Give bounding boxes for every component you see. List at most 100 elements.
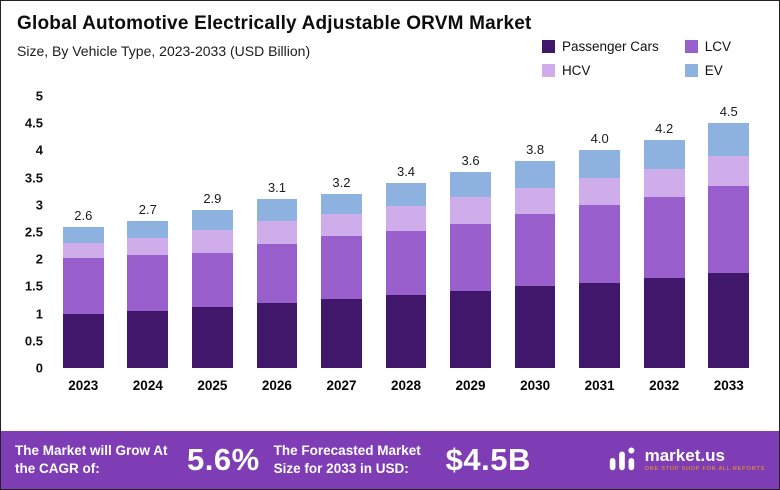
bar-stack <box>514 161 556 368</box>
bar-segment-ev <box>514 161 556 189</box>
bar-column-2029: 3.6 <box>438 96 503 368</box>
bar-stack <box>321 193 362 368</box>
bar-segment-ev <box>385 183 427 206</box>
x-axis-label-2031: 2031 <box>584 378 615 393</box>
bar-segment-hcv <box>127 237 169 256</box>
y-tick-label: 4 <box>35 142 43 158</box>
bar-segment-hcv <box>321 214 362 236</box>
y-tick-label: 2 <box>35 251 43 267</box>
legend-swatch <box>684 40 698 53</box>
bar-stack <box>62 226 104 368</box>
bar-segment-hcv <box>192 229 233 253</box>
bar-segment-hcv <box>643 168 685 197</box>
chart-header: Global Automotive Electrically Adjustabl… <box>1 1 779 80</box>
bar-stack <box>579 150 620 368</box>
x-axis-label-2026: 2026 <box>261 378 292 393</box>
y-tick-label: 0.5 <box>24 333 43 349</box>
bar-segment-lcv <box>450 224 491 291</box>
bar-total-label: 4.0 <box>590 131 609 147</box>
bar-segment-passenger-cars <box>127 310 169 368</box>
legend-item-lcv: LCV <box>684 39 731 54</box>
bar-total-label: 4.2 <box>655 120 674 136</box>
bar-column-2025: 2.9 <box>180 96 245 368</box>
bar-segment-passenger-cars <box>643 278 685 368</box>
bar-segment-passenger-cars <box>450 290 491 368</box>
bar-total-label: 3.6 <box>461 153 480 169</box>
bar-segment-ev <box>708 123 750 156</box>
bar-segment-ev <box>62 226 104 243</box>
bar-stack <box>192 210 233 368</box>
bar-segment-hcv <box>450 197 491 225</box>
legend-label: LCV <box>704 39 731 54</box>
legend-swatch <box>684 64 698 77</box>
forecast-value: $4.5B <box>445 442 531 477</box>
x-axis-label-2028: 2028 <box>390 378 422 393</box>
x-axis-label-2029: 2029 <box>455 378 486 393</box>
bar-segment-passenger-cars <box>708 272 750 368</box>
legend-item-passenger-cars: Passenger Cars <box>541 39 659 54</box>
chart-legend: Passenger Cars LCV HCV EV <box>541 39 731 78</box>
bar-segment-ev <box>450 172 491 198</box>
y-tick-label: 2.5 <box>24 224 43 240</box>
bars-row: 2.6 2.7 2.9 3.1 3.2 3.4 3.6 3.8 4.0 4.2 4.5 <box>47 96 765 368</box>
bar-total-label: 3.1 <box>267 180 286 196</box>
bar-segment-lcv <box>127 255 169 311</box>
legend-swatch <box>541 40 555 53</box>
x-axis-label-2027: 2027 <box>326 378 357 393</box>
bar-stack <box>450 172 491 368</box>
bar-segment-hcv <box>708 155 750 186</box>
bar-column-2024: 2.7 <box>116 96 181 368</box>
x-axis-label-2024: 2024 <box>132 378 163 393</box>
y-tick-label: 1.5 <box>24 278 43 294</box>
page-subtitle: Size, By Vehicle Type, 2023-2033 (USD Bi… <box>17 43 311 59</box>
x-axis-label-2025: 2025 <box>197 378 228 393</box>
bar-stack <box>385 183 427 368</box>
legend-label: EV <box>704 63 723 78</box>
legend-item-hcv: HCV <box>541 63 659 78</box>
bar-stack <box>256 199 298 368</box>
bar-total-label: 3.2 <box>332 174 351 190</box>
bar-segment-passenger-cars <box>192 307 233 368</box>
bar-total-label: 3.8 <box>526 142 545 158</box>
plot-area: 2.6 2.7 2.9 3.1 3.2 3.4 3.6 3.8 4.0 4.2 4.5 2023 20… <box>47 96 765 431</box>
bar-segment-ev <box>256 199 298 222</box>
bar-segment-hcv <box>256 221 298 244</box>
bar-segment-hcv <box>579 178 620 206</box>
y-tick-label: 4.5 <box>24 115 43 131</box>
bar-stack <box>127 221 169 368</box>
bar-segment-lcv <box>643 196 685 279</box>
bar-segment-passenger-cars <box>579 282 620 368</box>
y-tick-label: 0 <box>35 360 43 376</box>
x-axis-label-2033: 2033 <box>713 378 744 393</box>
bar-column-2026: 3.1 <box>245 96 310 368</box>
bar-segment-passenger-cars <box>321 298 362 368</box>
footer-banner: The Market will Grow At the CAGR of: 5.6… <box>1 431 779 489</box>
brand-tagline: One Stop Shop For All Reports <box>644 466 765 473</box>
bar-column-2023: 2.6 <box>51 96 116 368</box>
bar-segment-passenger-cars <box>385 295 427 368</box>
bar-segment-passenger-cars <box>514 286 556 368</box>
x-axis-label-2030: 2030 <box>520 378 551 393</box>
bar-total-label: 2.6 <box>74 207 93 223</box>
bar-total-label: 2.7 <box>138 202 157 218</box>
y-tick-label: 5 <box>35 88 43 104</box>
y-axis: 0 0.5 1 1.5 2 2.5 3 3.5 4 4.5 5 <box>13 89 47 376</box>
bar-column-2030: 3.8 <box>503 96 568 368</box>
y-tick-label: 3.5 <box>24 170 43 186</box>
legend-label: HCV <box>561 63 591 78</box>
bar-segment-lcv <box>192 252 233 308</box>
brand-icon <box>607 443 637 478</box>
brand-name: market.us <box>644 446 725 466</box>
cagr-label: The Market will Grow At the CAGR of: <box>15 443 168 476</box>
bar-segment-hcv <box>385 205 427 231</box>
bar-segment-ev <box>579 150 620 179</box>
bar-total-label: 3.4 <box>396 164 416 180</box>
bar-column-2028: 3.4 <box>374 96 439 368</box>
bar-stack <box>708 123 750 368</box>
bar-column-2027: 3.2 <box>309 96 374 368</box>
bar-column-2032: 4.2 <box>632 96 697 368</box>
bar-segment-ev <box>127 221 169 238</box>
page-title: Global Automotive Electrically Adjustabl… <box>17 13 532 34</box>
legend-label: Passenger Cars <box>561 39 659 54</box>
